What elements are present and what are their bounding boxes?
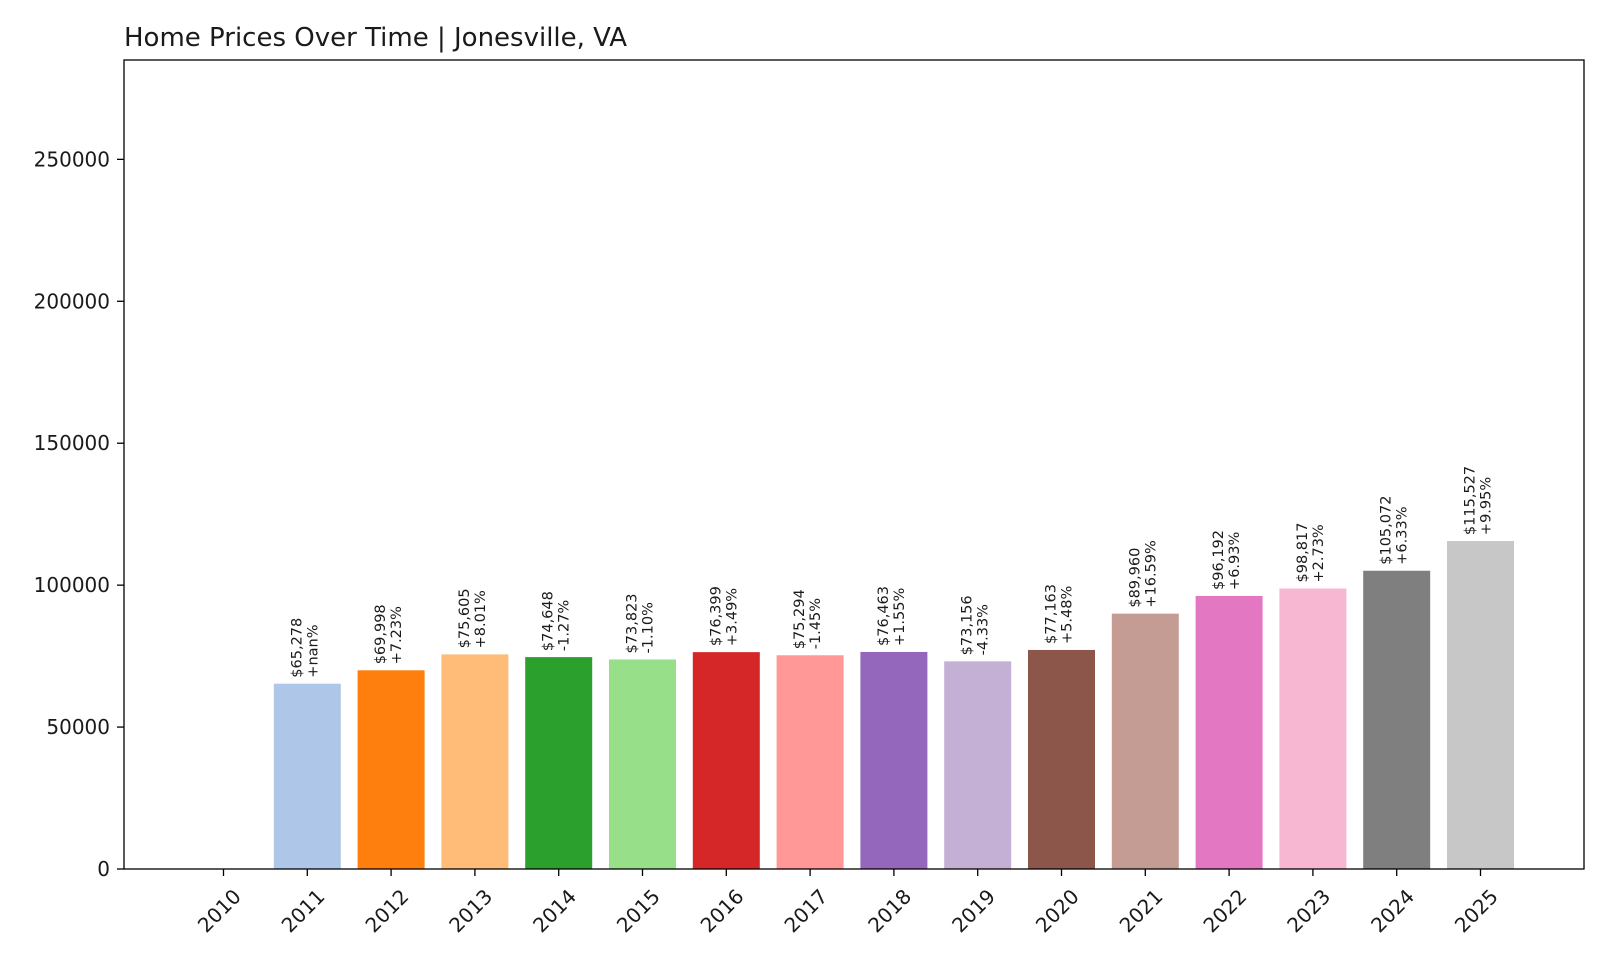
bar-label-2011: $65,278+nan% [289, 618, 321, 678]
bar-price-label: $76,463 [876, 586, 892, 646]
bar-2025 [1447, 541, 1514, 869]
bar-price-label: $76,399 [708, 586, 724, 646]
bar-label-2012: $69,998+7.23% [373, 604, 405, 664]
bar-2020 [1028, 649, 1095, 869]
bar-price-label: $73,823 [625, 593, 641, 653]
x-tick-label-2016: 2016 [696, 884, 749, 937]
bar-price-label: $105,072 [1379, 496, 1395, 565]
bar-change-label: +3.49% [724, 588, 740, 646]
bar-label-2015: $73,823-1.10% [625, 593, 657, 653]
bar-price-label: $73,156 [960, 595, 976, 655]
bar-change-label: +7.23% [389, 606, 405, 664]
bar-change-label: +9.95% [1479, 477, 1495, 535]
bar-label-2016: $76,399+3.49% [708, 586, 740, 646]
chart-title: Home Prices Over Time | Jonesville, VA [124, 23, 627, 53]
bar-label-2018: $76,463+1.55% [876, 586, 908, 646]
x-tick-label-2019: 2019 [947, 884, 1000, 937]
bar-2013 [441, 654, 509, 869]
bar-label-2022: $96,192+6.93% [1211, 530, 1243, 590]
bar-2019 [944, 661, 1012, 869]
bar-change-label: +1.55% [892, 588, 908, 646]
bar-price-label: $69,998 [373, 604, 389, 664]
plot-frame [123, 59, 1585, 870]
bars-group [273, 541, 1514, 869]
bar-label-2021: $89,960+16.59% [1127, 540, 1159, 607]
bar-change-label: +16.59% [1143, 540, 1159, 607]
bar-2017 [776, 655, 844, 869]
bar-change-label: +2.73% [1311, 524, 1327, 582]
bar-label-2017: $75,294-1.45% [792, 589, 824, 649]
x-axis: 2010 2011 2012 2013 2014 2015 2016 2017 2018 2019… [193, 869, 1503, 937]
x-tick-label-2022: 2022 [1198, 884, 1251, 937]
bar-price-label: $77,163 [1044, 584, 1060, 644]
bar-price-label: $75,605 [457, 588, 473, 648]
bar-change-label: -1.10% [641, 602, 657, 653]
bar-2022 [1195, 595, 1263, 869]
bar-change-label: +8.01% [473, 590, 489, 648]
x-tick-label-2011: 2011 [277, 884, 330, 937]
bar-change-label: -1.27% [557, 600, 573, 651]
bar-label-2013: $75,605+8.01% [457, 588, 489, 648]
bar-2021 [1111, 613, 1179, 869]
bar-label-2014: $74,648-1.27% [541, 591, 573, 651]
bar-change-label: +6.93% [1227, 532, 1243, 590]
x-tick-label-2015: 2015 [612, 884, 665, 937]
x-tick-label-2025: 2025 [1450, 884, 1503, 937]
x-tick-label-2020: 2020 [1031, 884, 1084, 937]
bar-2023 [1279, 588, 1347, 869]
bar-2012 [357, 670, 425, 869]
x-tick-label-2024: 2024 [1366, 884, 1419, 937]
bar-label-2019: $73,156-4.33% [960, 595, 992, 655]
bar-label-2025: $115,527+9.95% [1463, 466, 1495, 535]
y-tick-label: 150000 [34, 431, 110, 455]
bar-change-label: -4.33% [976, 604, 992, 655]
x-tick-label-2014: 2014 [528, 884, 581, 937]
bar-price-label: $75,294 [792, 589, 808, 649]
bar-label-2023: $98,817+2.73% [1295, 523, 1327, 583]
y-axis: 0 50000 100000 150000 200000 250000 [34, 147, 124, 881]
x-tick-label-2010: 2010 [193, 884, 246, 937]
bar-price-label: $89,960 [1127, 548, 1143, 608]
y-tick-label: 200000 [34, 289, 110, 313]
x-tick-label-2023: 2023 [1282, 884, 1335, 937]
x-tick-label-2017: 2017 [779, 884, 832, 937]
bar-label-2024: $105,072+6.33% [1379, 496, 1411, 565]
bar-2014 [525, 657, 593, 869]
bar-price-label: $74,648 [541, 591, 557, 651]
bar-change-label: +5.48% [1060, 586, 1076, 644]
x-tick-label-2021: 2021 [1115, 884, 1168, 937]
bar-2016 [692, 652, 760, 869]
bar-price-label: $65,278 [289, 618, 305, 678]
x-tick-label-2018: 2018 [863, 884, 916, 937]
x-tick-label-2013: 2013 [444, 884, 497, 937]
y-tick-label: 250000 [34, 147, 110, 171]
bar-labels-group: $65,278+nan% $69,998+7.23% $75,605+8.01% $7… [289, 466, 1494, 678]
bar-change-label: +nan% [305, 624, 321, 677]
bar-label-2020: $77,163+5.48% [1044, 584, 1076, 644]
bar-price-label: $98,817 [1295, 523, 1311, 583]
bar-2024 [1363, 570, 1431, 869]
bar-2011 [273, 683, 341, 869]
bar-change-label: +6.33% [1395, 507, 1411, 565]
bar-2018 [860, 651, 928, 869]
y-tick-label: 100000 [34, 573, 110, 597]
y-tick-label: 0 [97, 857, 110, 881]
x-tick-label-2012: 2012 [360, 884, 413, 937]
bar-2015 [609, 659, 676, 869]
bar-price-label: $96,192 [1211, 530, 1227, 590]
bar-change-label: -1.45% [808, 598, 824, 649]
bar-price-label: $115,527 [1463, 466, 1479, 535]
y-tick-label: 50000 [46, 715, 110, 739]
